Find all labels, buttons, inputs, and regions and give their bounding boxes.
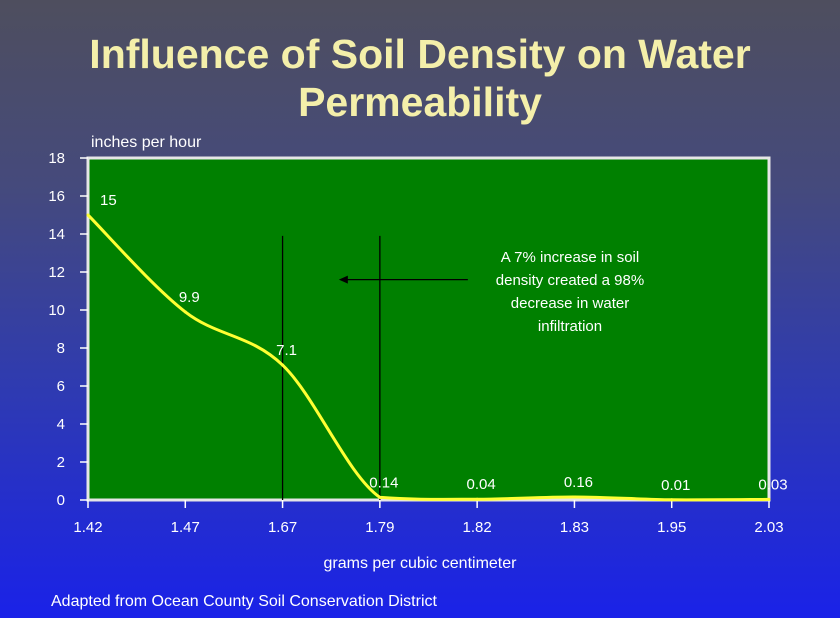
x-axis-label: grams per cubic centimeter [323,555,517,572]
title-line-2: Permeability [298,79,542,125]
data-label: 0.16 [564,474,593,491]
x-tick-label: 2.03 [754,519,783,536]
x-tick-label: 1.82 [463,519,492,536]
data-label: 0.14 [369,474,398,491]
annotation-line-2: density created a 98% [495,272,645,289]
y-tick-label: 8 [57,340,65,357]
x-tick-label: 1.95 [657,519,686,536]
data-point [475,497,479,501]
y-tick-label: 0 [57,492,65,509]
title-line-1: Influence of Soil Density on Water [89,31,751,77]
data-label: 0.03 [758,476,787,493]
y-tick-label: 16 [48,188,65,205]
annotation-line-3: decrease in water [510,295,630,312]
x-tick-label: 1.47 [171,519,200,536]
data-point [86,213,90,217]
x-tick-label: 1.67 [268,519,297,536]
y-tick-label: 2 [57,454,65,471]
page-title: Influence of Soil Density on Water Perme… [0,30,840,126]
data-point [281,363,285,367]
data-point [572,495,576,499]
data-label: 9.9 [179,289,200,306]
data-point [183,310,187,314]
annotation-line-4: infiltration [537,318,603,335]
plot-area [86,156,771,502]
y-tick-label: 6 [57,378,65,395]
x-tick-label: 1.83 [560,519,589,536]
data-point [767,497,771,501]
x-tick-label: 1.79 [365,519,394,536]
source-credit: Adapted from Ocean County Soil Conservat… [51,593,437,610]
y-tick-label: 4 [57,416,65,433]
y-tick-label: 14 [48,226,65,243]
data-label: 7.1 [276,342,297,359]
annotation-line-1: A 7% increase in soil [500,249,640,266]
y-tick-label: 12 [48,264,65,281]
data-point [378,495,382,499]
annotation-arrow-head [338,275,348,284]
y-tick-label: 18 [48,150,65,167]
y-tick-label: 10 [48,302,65,319]
y-axis-unit-label: inches per hour [91,134,202,151]
data-label: 15 [100,192,117,209]
data-label: 0.04 [467,476,496,493]
series-line [86,213,770,502]
annotation-text: A 7% increase in soil density created a … [470,246,670,338]
data-point [670,498,674,502]
x-tick-label: 1.42 [73,519,102,536]
data-label: 0.01 [661,477,690,494]
